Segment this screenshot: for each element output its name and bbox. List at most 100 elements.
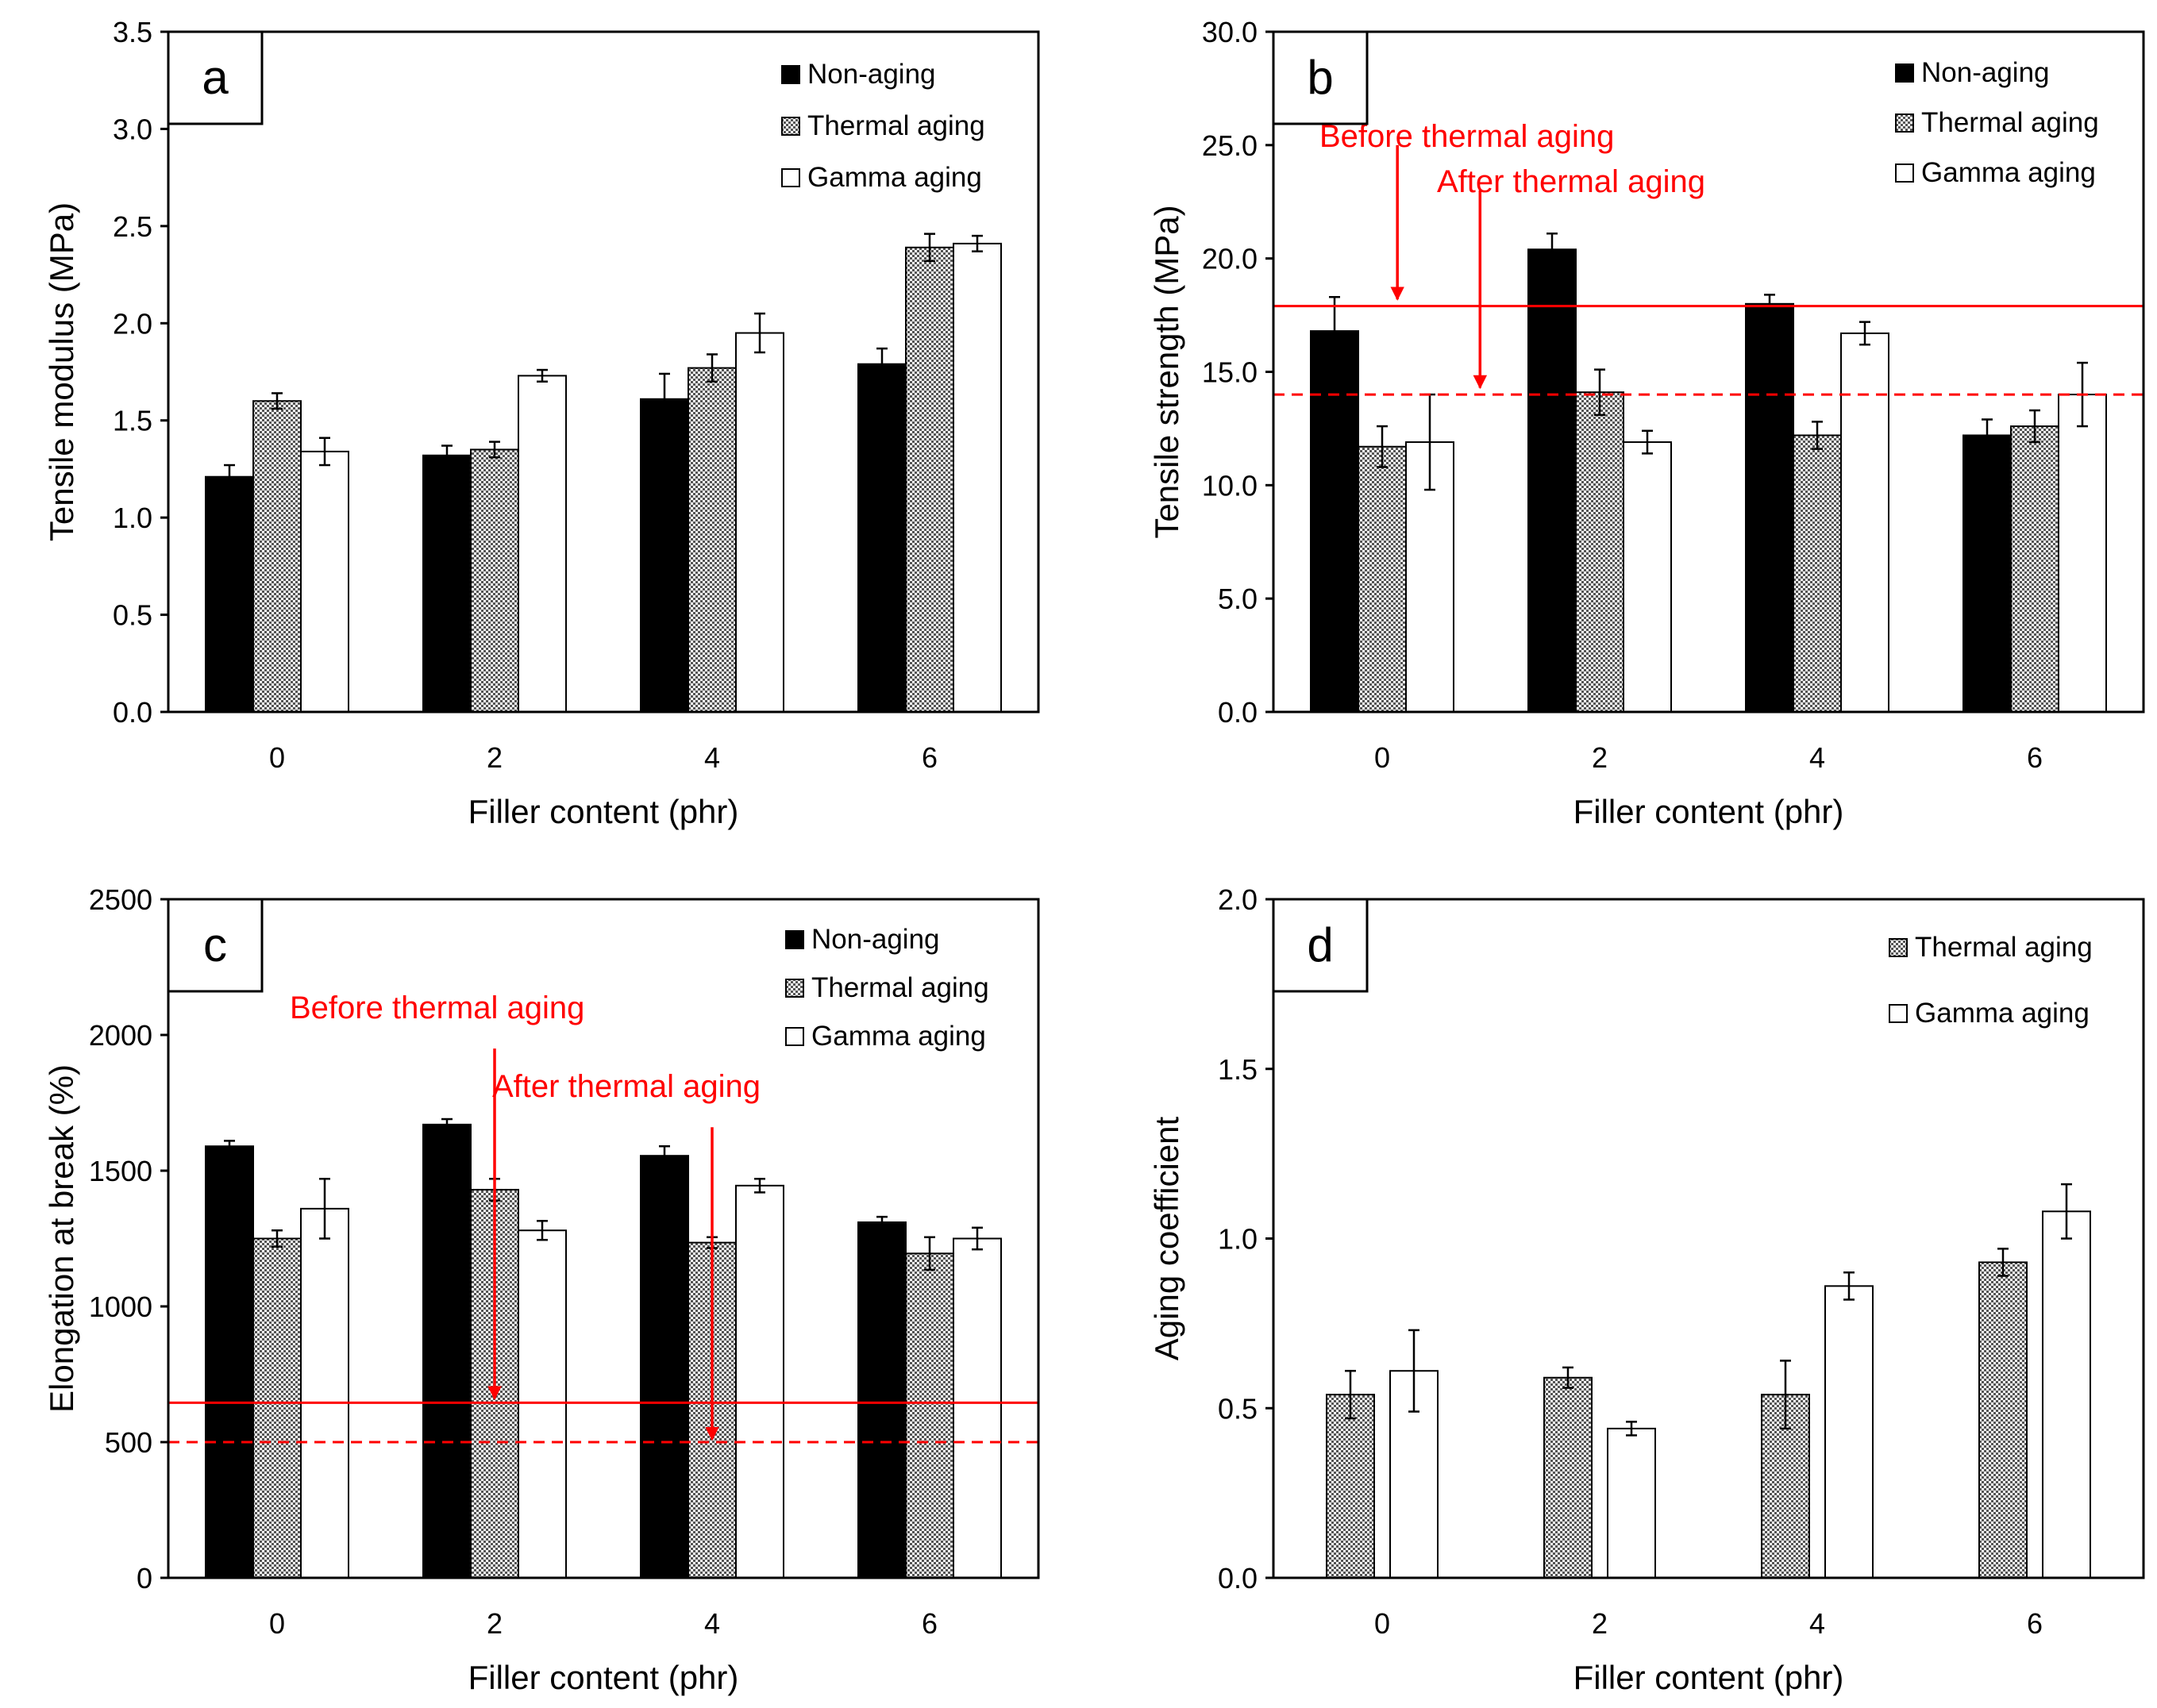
chart-panel-b: Before thermal aging After thermal aging 0…: [1148, 16, 2145, 830]
bar-non-aging-2: [422, 454, 472, 713]
y-tick-label: 0.0: [113, 696, 152, 729]
bar-non-aging-2: [422, 1123, 472, 1579]
bar-gamma-aging-2: [1623, 441, 1672, 713]
legend-label: Thermal aging: [1915, 932, 2093, 963]
x-tick-label: 4: [704, 741, 720, 774]
x-tick-label: 0: [1374, 1607, 1390, 1640]
bar-thermal-aging-6: [1978, 1261, 2028, 1579]
bar-thermal-aging-6: [905, 1252, 954, 1579]
bar-thermal-aging-6: [2010, 425, 2059, 713]
x-tick-label: 6: [2027, 741, 2043, 774]
bar-gamma-aging-2: [1607, 1427, 1656, 1579]
bar-non-aging-6: [1962, 434, 2012, 714]
legend-swatch: [785, 930, 804, 949]
y-tick-label: 0: [137, 1562, 152, 1595]
x-tick-label: 6: [2027, 1607, 2043, 1640]
bar-non-aging-0: [1310, 330, 1359, 713]
x-axis-label: Filler content (phr): [1573, 1659, 1844, 1696]
x-tick-label: 0: [269, 741, 285, 774]
y-tick-label: 0.5: [1218, 1392, 1258, 1425]
bar-non-aging-0: [205, 475, 254, 713]
bar-thermal-aging-2: [1575, 391, 1624, 713]
x-axis-label: Filler content (phr): [1573, 793, 1844, 830]
legend-label: Non-aging: [811, 924, 940, 955]
plot-frame: [167, 30, 1040, 714]
bar-gamma-aging-2: [518, 375, 567, 713]
bar-thermal-aging-0: [1358, 445, 1407, 714]
bar-non-aging-6: [857, 1221, 907, 1579]
bar-non-aging-4: [640, 398, 689, 713]
chart-panel-c: Before thermal aging After thermal aging 0…: [43, 883, 1040, 1696]
legend-label: Gamma aging: [1921, 157, 2096, 188]
legend-swatch: [1895, 113, 1914, 133]
y-tick-label: 1000: [89, 1291, 152, 1323]
chart-panel-a: 0.0 0.5 1.0 1.5 2.0 2.5 3.0 3.5 0 2 4 6 Filler conte…: [43, 16, 1040, 830]
y-tick-label: 2.0: [113, 307, 152, 340]
plot-frame: [167, 898, 1040, 1579]
legend-swatch: [785, 1027, 804, 1046]
y-tick-label: 0.5: [113, 599, 152, 632]
annotation-label: After thermal aging: [1437, 164, 1705, 199]
y-tick-label: 500: [105, 1426, 152, 1459]
legend-swatch: [1895, 63, 1914, 83]
legend-label: Gamma aging: [1915, 998, 2090, 1029]
x-tick-label: 0: [1374, 741, 1390, 774]
y-axis-label: Elongation at break (%): [43, 1064, 80, 1413]
bar-non-aging-6: [857, 363, 907, 713]
y-axis-label: Tensile modulus (MPa): [43, 202, 80, 541]
legend-label: Gamma aging: [807, 162, 982, 193]
x-tick-label: 0: [269, 1607, 285, 1640]
legend-swatch: [785, 979, 804, 998]
bar-thermal-aging-0: [252, 400, 302, 713]
bar-gamma-aging-6: [953, 242, 1002, 713]
x-tick-label: 4: [1809, 741, 1825, 774]
panel-label: a: [202, 51, 229, 104]
legend-label: Thermal aging: [1921, 107, 2099, 138]
x-axis-label: Filler content (phr): [468, 1659, 739, 1696]
bar-gamma-aging-6: [2042, 1210, 2091, 1579]
bar-gamma-aging-2: [518, 1229, 567, 1579]
x-tick-label: 2: [1592, 741, 1608, 774]
y-tick-label: 25.0: [1202, 129, 1258, 162]
bar-non-aging-2: [1527, 248, 1577, 713]
bar-thermal-aging-4: [1793, 434, 1842, 714]
y-tick-label: 2.5: [113, 210, 152, 243]
y-tick-label: 1500: [89, 1155, 152, 1187]
annotation-label: Before thermal aging: [1319, 119, 1614, 154]
y-tick-label: 3.5: [113, 16, 152, 48]
y-tick-label: 0.0: [1218, 696, 1258, 729]
panel-label: d: [1307, 918, 1333, 971]
bar-gamma-aging-4: [735, 1184, 784, 1579]
bar-thermal-aging-2: [470, 448, 519, 713]
legend-swatch: [781, 117, 800, 136]
x-axis-label: Filler content (phr): [468, 793, 739, 830]
bar-thermal-aging-4: [688, 367, 737, 713]
y-tick-label: 30.0: [1202, 16, 1258, 48]
bar-non-aging-0: [205, 1145, 254, 1579]
y-tick-label: 20.0: [1202, 243, 1258, 275]
panel-label: c: [203, 918, 227, 971]
legend-label: Non-aging: [807, 59, 936, 90]
x-tick-label: 4: [704, 1607, 720, 1640]
y-axis-label: Aging coefficient: [1148, 1116, 1185, 1360]
annotation-label: Before thermal aging: [290, 991, 584, 1025]
x-tick-label: 2: [487, 741, 503, 774]
legend-label: Non-aging: [1921, 57, 2050, 88]
panel-label-box: [1272, 30, 1369, 125]
bar-gamma-aging-6: [953, 1237, 1002, 1579]
y-tick-label: 15.0: [1202, 356, 1258, 389]
y-tick-label: 5.0: [1218, 583, 1258, 615]
panel-label-box: [167, 30, 264, 125]
y-tick-label: 3.0: [113, 113, 152, 145]
x-tick-label: 6: [922, 741, 938, 774]
panel-label-box: [167, 898, 264, 993]
legend-swatch: [781, 65, 800, 84]
bar-gamma-aging-4: [735, 332, 784, 713]
bar-thermal-aging-6: [905, 246, 954, 713]
y-tick-label: 2000: [89, 1019, 152, 1052]
x-tick-label: 4: [1809, 1607, 1825, 1640]
y-tick-label: 2.0: [1218, 883, 1258, 916]
x-tick-label: 2: [1592, 1607, 1608, 1640]
y-tick-label: 1.0: [113, 502, 152, 534]
